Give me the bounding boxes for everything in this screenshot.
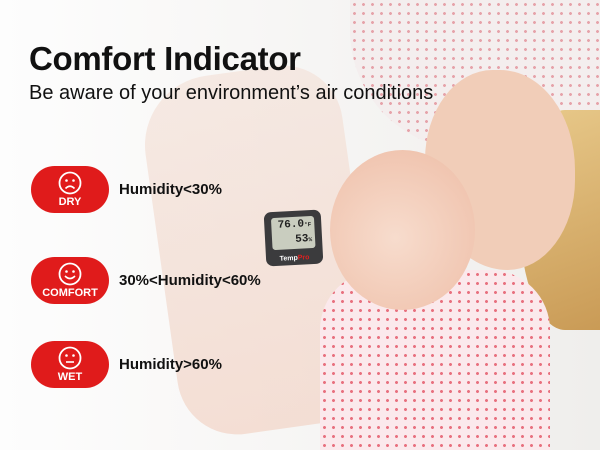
page-subtitle: Be aware of your environment’s air condi… (29, 82, 434, 104)
hygrometer-device: 76.0°F 53% TempPro (263, 209, 324, 267)
comfort-condition: 30%<Humidity<60% (119, 272, 261, 289)
indicator-dry: DRY Humidity<30% (31, 166, 222, 213)
wet-label: WET (57, 371, 83, 383)
page-title: Comfort Indicator (29, 40, 301, 77)
dry-label: DRY (58, 196, 82, 208)
wet-badge: WET (31, 341, 109, 388)
temperature-unit: °F (303, 221, 312, 229)
temperature-reading: 76.0 (277, 218, 305, 232)
sad-face-icon (58, 171, 82, 195)
comfort-label: COMFORT (42, 287, 98, 299)
brand-logo: TempPro (279, 254, 310, 263)
indicator-wet: WET Humidity>60% (31, 341, 222, 388)
indicator-comfort: COMFORT 30%<Humidity<60% (31, 257, 261, 304)
dry-badge: DRY (31, 166, 109, 213)
neutral-face-icon (58, 346, 82, 370)
humidity-reading: 53 (294, 233, 309, 246)
smile-face-icon (58, 262, 82, 286)
wet-condition: Humidity>60% (119, 356, 222, 373)
baby-head (330, 150, 475, 310)
dry-condition: Humidity<30% (119, 181, 222, 198)
lcd-display: 76.0°F 53% (270, 215, 316, 251)
comfort-badge: COMFORT (31, 257, 109, 304)
humidity-unit: % (308, 236, 313, 244)
